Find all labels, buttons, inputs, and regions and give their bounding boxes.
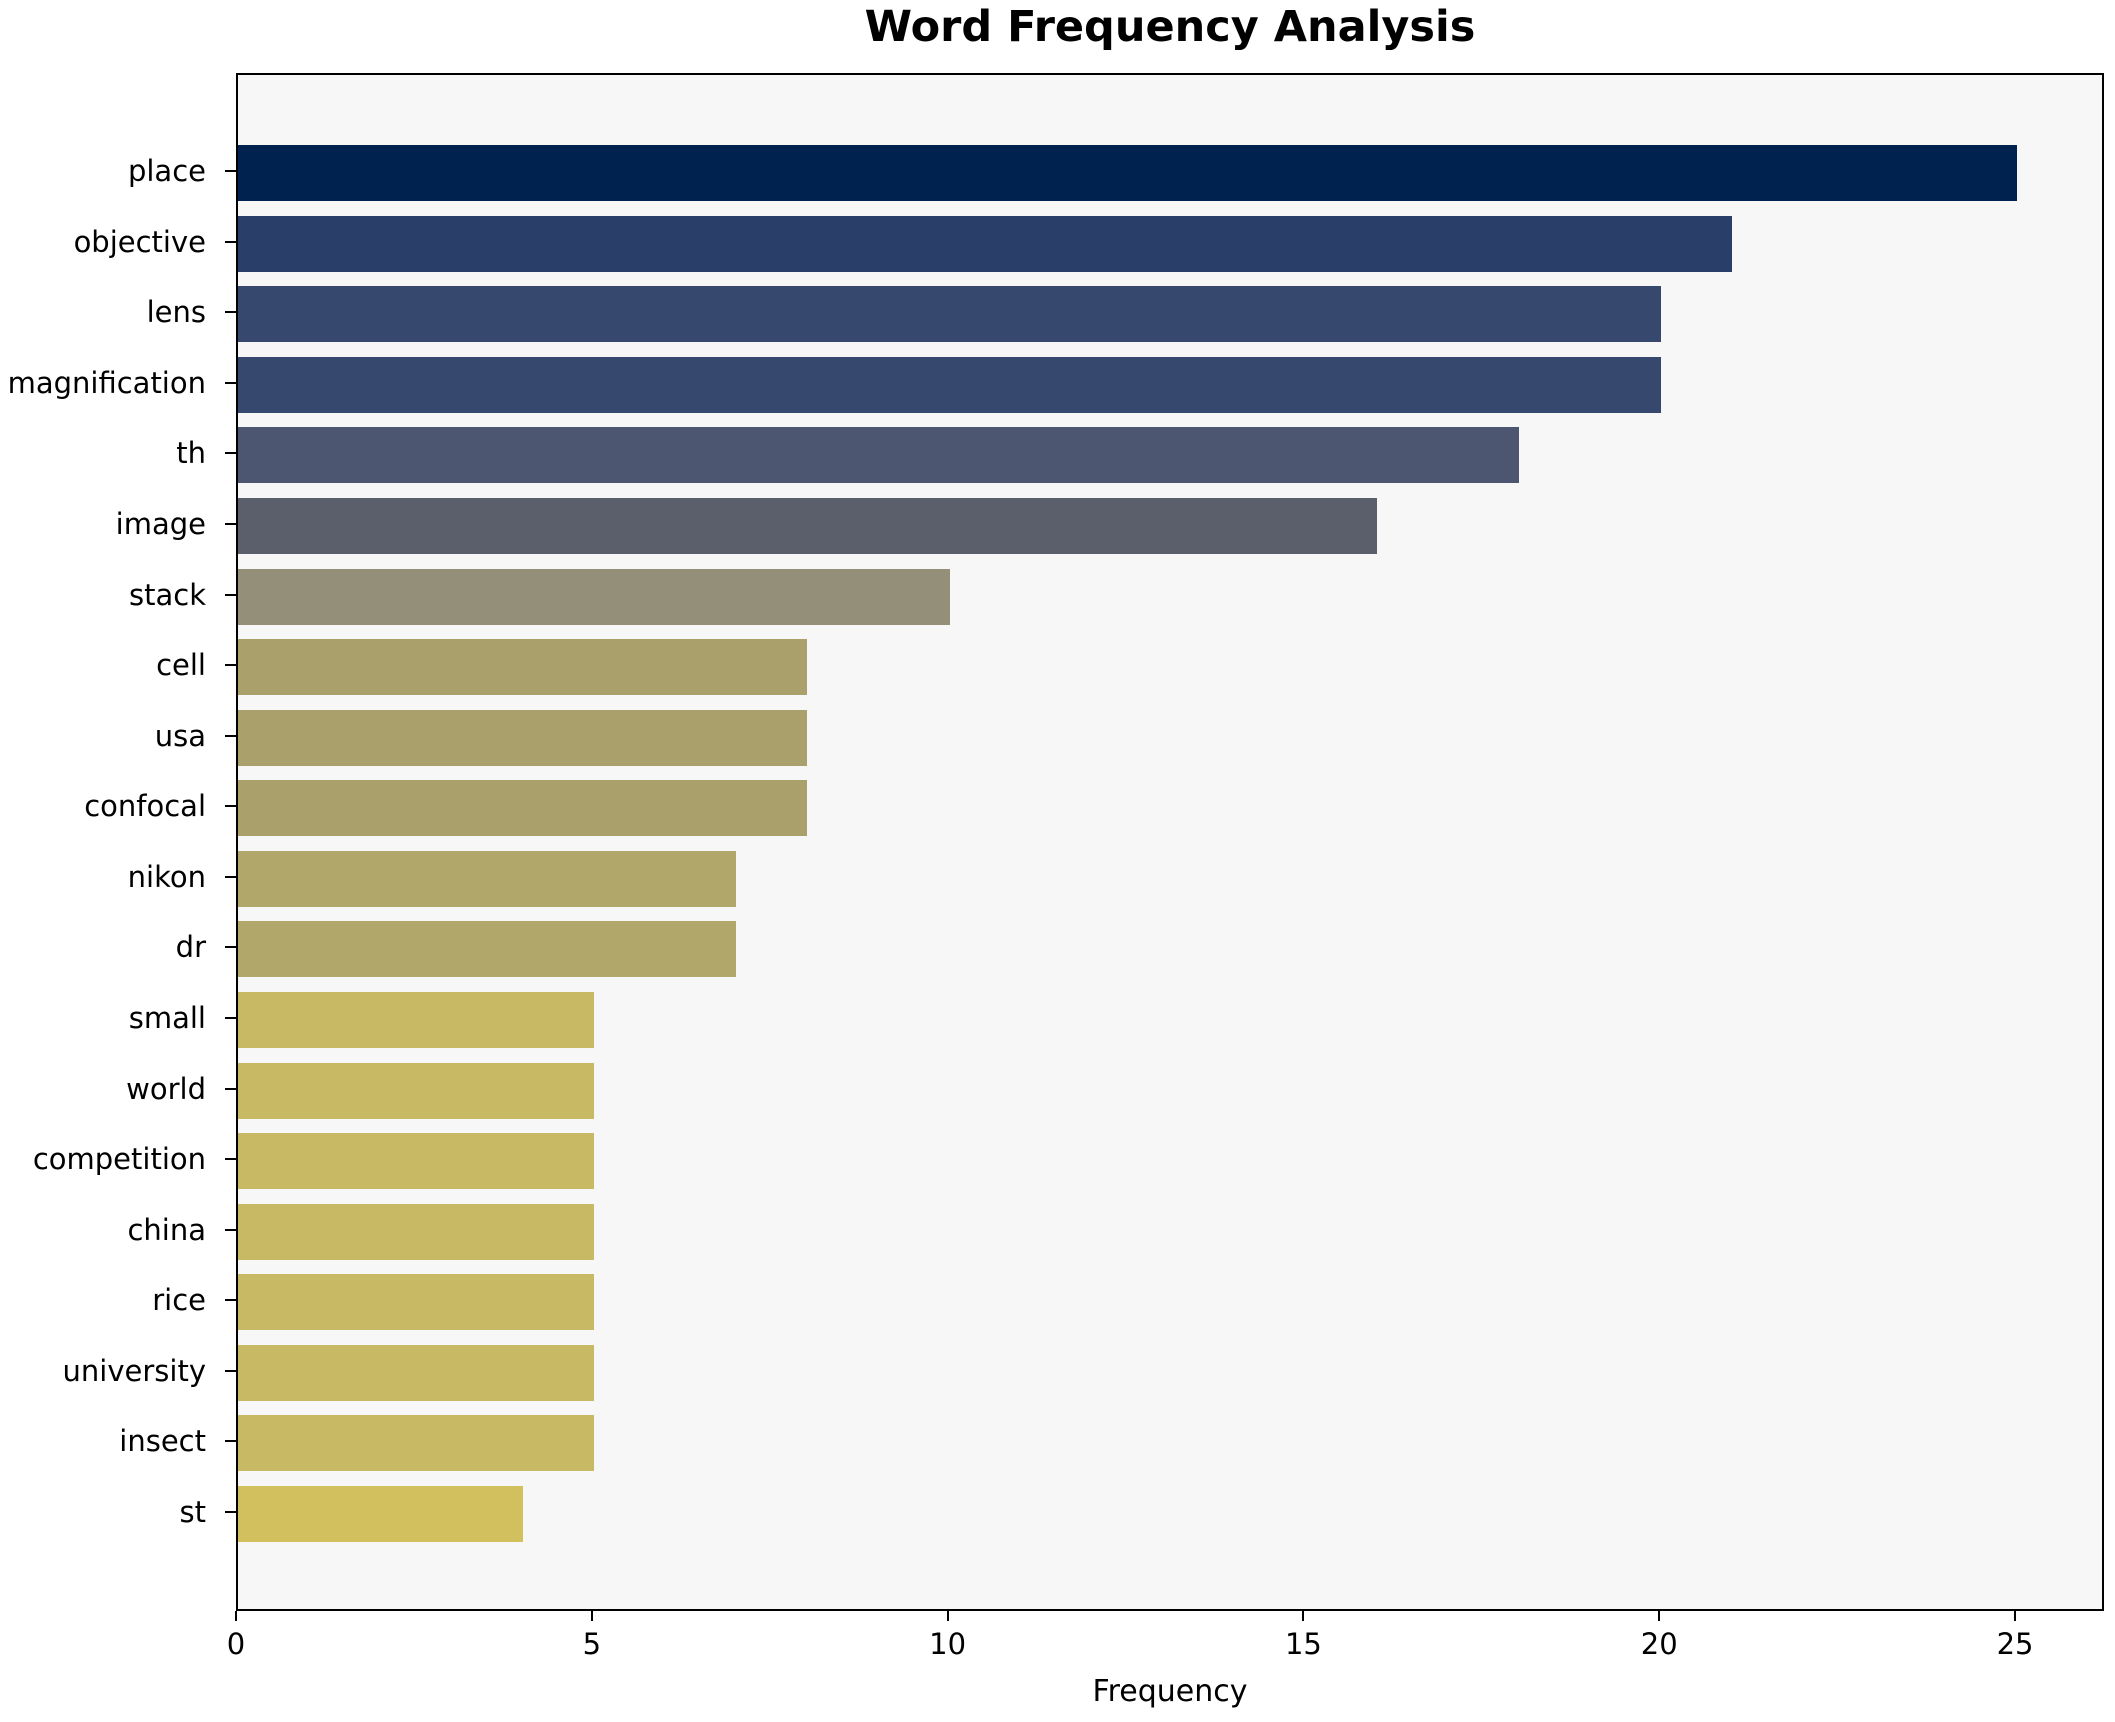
- x-tick-mark: [1302, 1611, 1305, 1621]
- y-tick-mark: [225, 734, 236, 737]
- bar-st: [238, 1485, 523, 1542]
- y-tick-mark: [225, 240, 236, 243]
- y-tick-label: st: [179, 1494, 206, 1529]
- x-tick-label: 15: [1284, 1627, 1322, 1661]
- bar-magnification: [238, 356, 1662, 413]
- bar-university: [238, 1344, 594, 1401]
- y-tick-label: cell: [156, 648, 206, 683]
- y-tick-label: place: [127, 154, 206, 189]
- bar-cell: [238, 639, 808, 696]
- y-tick-label: dr: [175, 930, 206, 965]
- bar-china: [238, 1203, 594, 1260]
- bar-objective: [238, 215, 1733, 272]
- y-tick-mark: [225, 311, 236, 314]
- y-tick-mark: [225, 875, 236, 878]
- bar-stack: [238, 568, 950, 625]
- y-tick-mark: [225, 593, 236, 596]
- bar-image: [238, 497, 1377, 554]
- y-tick-label: rice: [152, 1283, 206, 1318]
- y-tick-mark: [225, 170, 236, 173]
- bar-usa: [238, 709, 808, 766]
- bar-lens: [238, 286, 1662, 343]
- bar-competition: [238, 1133, 594, 1190]
- x-tick-label: 10: [929, 1627, 967, 1661]
- y-tick-mark: [225, 522, 236, 525]
- x-tick-mark: [2014, 1611, 2017, 1621]
- y-tick-label: insect: [119, 1424, 206, 1459]
- x-tick-mark: [235, 1611, 237, 1621]
- x-tick-label: 5: [582, 1627, 602, 1661]
- y-tick-mark: [225, 1440, 236, 1443]
- y-tick-mark: [225, 1299, 236, 1302]
- chart-title: Word Frequency Analysis: [864, 2, 1476, 52]
- y-tick-label: nikon: [127, 859, 206, 894]
- y-tick-label: stack: [129, 577, 206, 612]
- y-tick-mark: [225, 1228, 236, 1231]
- y-tick-mark: [225, 664, 236, 667]
- y-tick-label: world: [126, 1071, 206, 1106]
- y-tick-label: image: [115, 506, 206, 541]
- x-tick-label: 20: [1640, 1627, 1678, 1661]
- x-axis-title: Frequency: [1092, 1674, 1248, 1709]
- bar-insect: [238, 1415, 594, 1472]
- y-tick-mark: [225, 452, 236, 455]
- x-tick-label: 25: [1996, 1627, 2034, 1661]
- y-tick-label: confocal: [84, 789, 206, 824]
- bar-world: [238, 1062, 594, 1119]
- y-tick-label: china: [127, 1212, 206, 1247]
- bar-dr: [238, 921, 737, 978]
- y-tick-mark: [225, 381, 236, 384]
- y-tick-label: usa: [154, 718, 206, 753]
- y-tick-mark: [225, 1016, 236, 1019]
- bar-confocal: [238, 780, 808, 837]
- x-tick-mark: [946, 1611, 949, 1621]
- bar-th: [238, 427, 1519, 484]
- y-tick-label: objective: [73, 224, 206, 259]
- y-tick-mark: [225, 1369, 236, 1372]
- bar-place: [238, 145, 2018, 202]
- y-tick-label: magnification: [7, 365, 206, 400]
- y-tick-mark: [225, 1087, 236, 1090]
- bar-small: [238, 991, 594, 1048]
- plot-area: [236, 73, 2104, 1611]
- y-tick-label: university: [62, 1353, 206, 1388]
- y-tick-mark: [225, 1158, 236, 1161]
- y-tick-label: competition: [32, 1142, 206, 1177]
- y-tick-label: small: [128, 1000, 206, 1035]
- y-tick-mark: [225, 946, 236, 949]
- x-tick-label: 0: [226, 1627, 246, 1661]
- y-tick-label: th: [176, 436, 206, 471]
- bar-nikon: [238, 850, 737, 907]
- y-tick-label: lens: [146, 295, 206, 330]
- y-tick-mark: [225, 805, 236, 808]
- x-tick-mark: [1658, 1611, 1661, 1621]
- x-tick-mark: [590, 1611, 593, 1621]
- y-tick-mark: [225, 1510, 236, 1513]
- bar-rice: [238, 1274, 594, 1331]
